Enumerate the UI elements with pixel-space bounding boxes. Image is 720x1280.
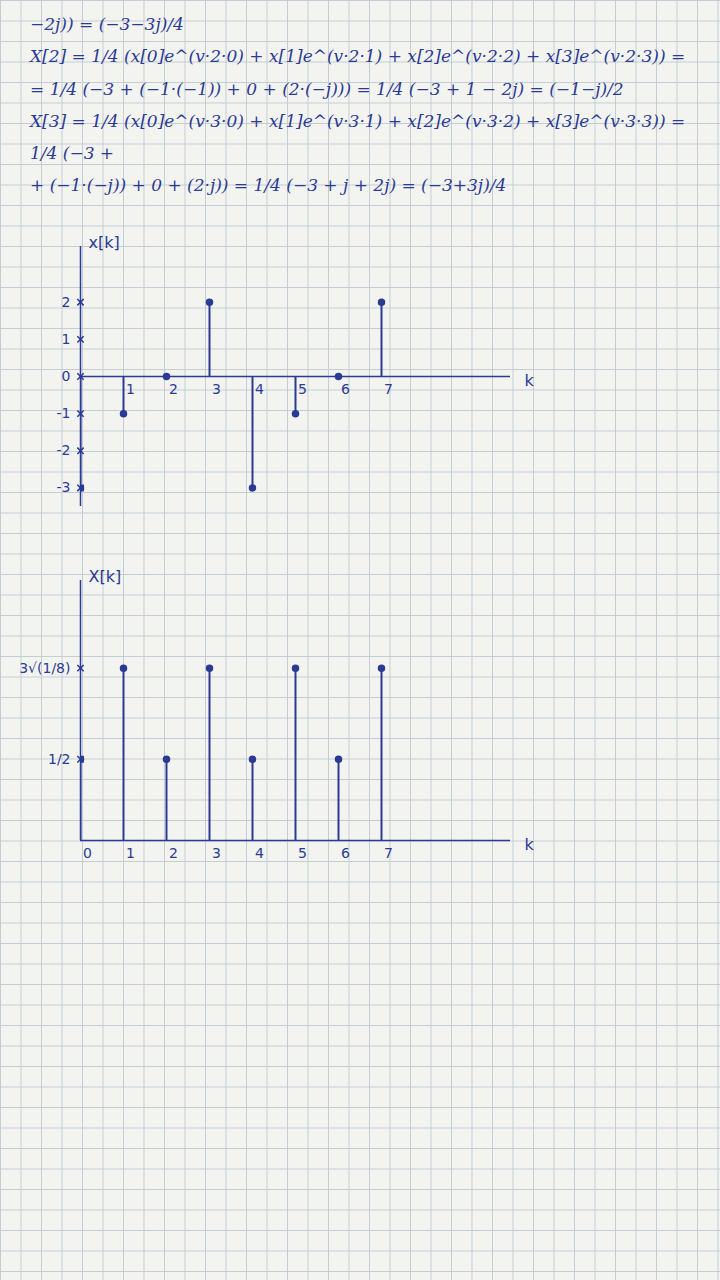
svg-text:k: k: [525, 370, 535, 389]
svg-text:7: 7: [384, 845, 393, 861]
svg-text:5: 5: [298, 381, 307, 397]
html-text:X[2] = 1/4 (x[0]e^(v·2·0) + x[: X[2] = 1/4 (x[0]e^(v·2·0) + x[1]e^(v·2·1…: [30, 46, 686, 67]
svg-text:5: 5: [298, 845, 307, 861]
svg-text:2: 2: [169, 381, 178, 397]
svg-text:-3: -3: [57, 479, 71, 495]
html-text:X[3] = 1/4 (x[0]e^(v·3·0) + x[: X[3] = 1/4 (x[0]e^(v·3·0) + x[1]e^(v·3·1…: [30, 110, 686, 164]
html-text:+ (−1·(−j)) + 0 + (2·j)) = 1/4: + (−1·(−j)) + 0 + (2·j)) = 1/4 (−3 + j +…: [30, 175, 507, 196]
svg-text:2: 2: [62, 293, 71, 309]
html-text:−2j)) = (−3−3j)/4: −2j)) = (−3−3j)/4: [30, 14, 184, 34]
svg-text:X[k]: X[k]: [89, 566, 122, 585]
svg-text:x[k]: x[k]: [89, 232, 120, 251]
html-text:= 1/4 (−3 + (−1·(−1)) + 0 + (2: = 1/4 (−3 + (−1·(−1)) + 0 + (2·(−j))) = …: [30, 78, 624, 99]
svg-text:4: 4: [255, 381, 264, 397]
svg-text:-1: -1: [57, 405, 71, 421]
svg-text:3√(1/8): 3√(1/8): [19, 659, 70, 675]
svg-text:2: 2: [169, 845, 178, 861]
svg-text:0: 0: [83, 845, 92, 861]
svg-text:4: 4: [255, 845, 264, 861]
svg-text:1: 1: [62, 331, 71, 347]
svg-text:1: 1: [126, 381, 135, 397]
svg-text:6: 6: [341, 381, 350, 397]
svg-text:6: 6: [341, 845, 350, 861]
svg-text:-2: -2: [57, 442, 71, 458]
svg-text:1/2: 1/2: [48, 751, 71, 767]
svg-text:1: 1: [126, 845, 135, 861]
svg-text:3: 3: [212, 845, 221, 861]
svg-text:k: k: [525, 834, 535, 853]
svg-text:3: 3: [212, 381, 221, 397]
svg-text:7: 7: [384, 381, 393, 397]
svg-text:0: 0: [62, 368, 71, 384]
